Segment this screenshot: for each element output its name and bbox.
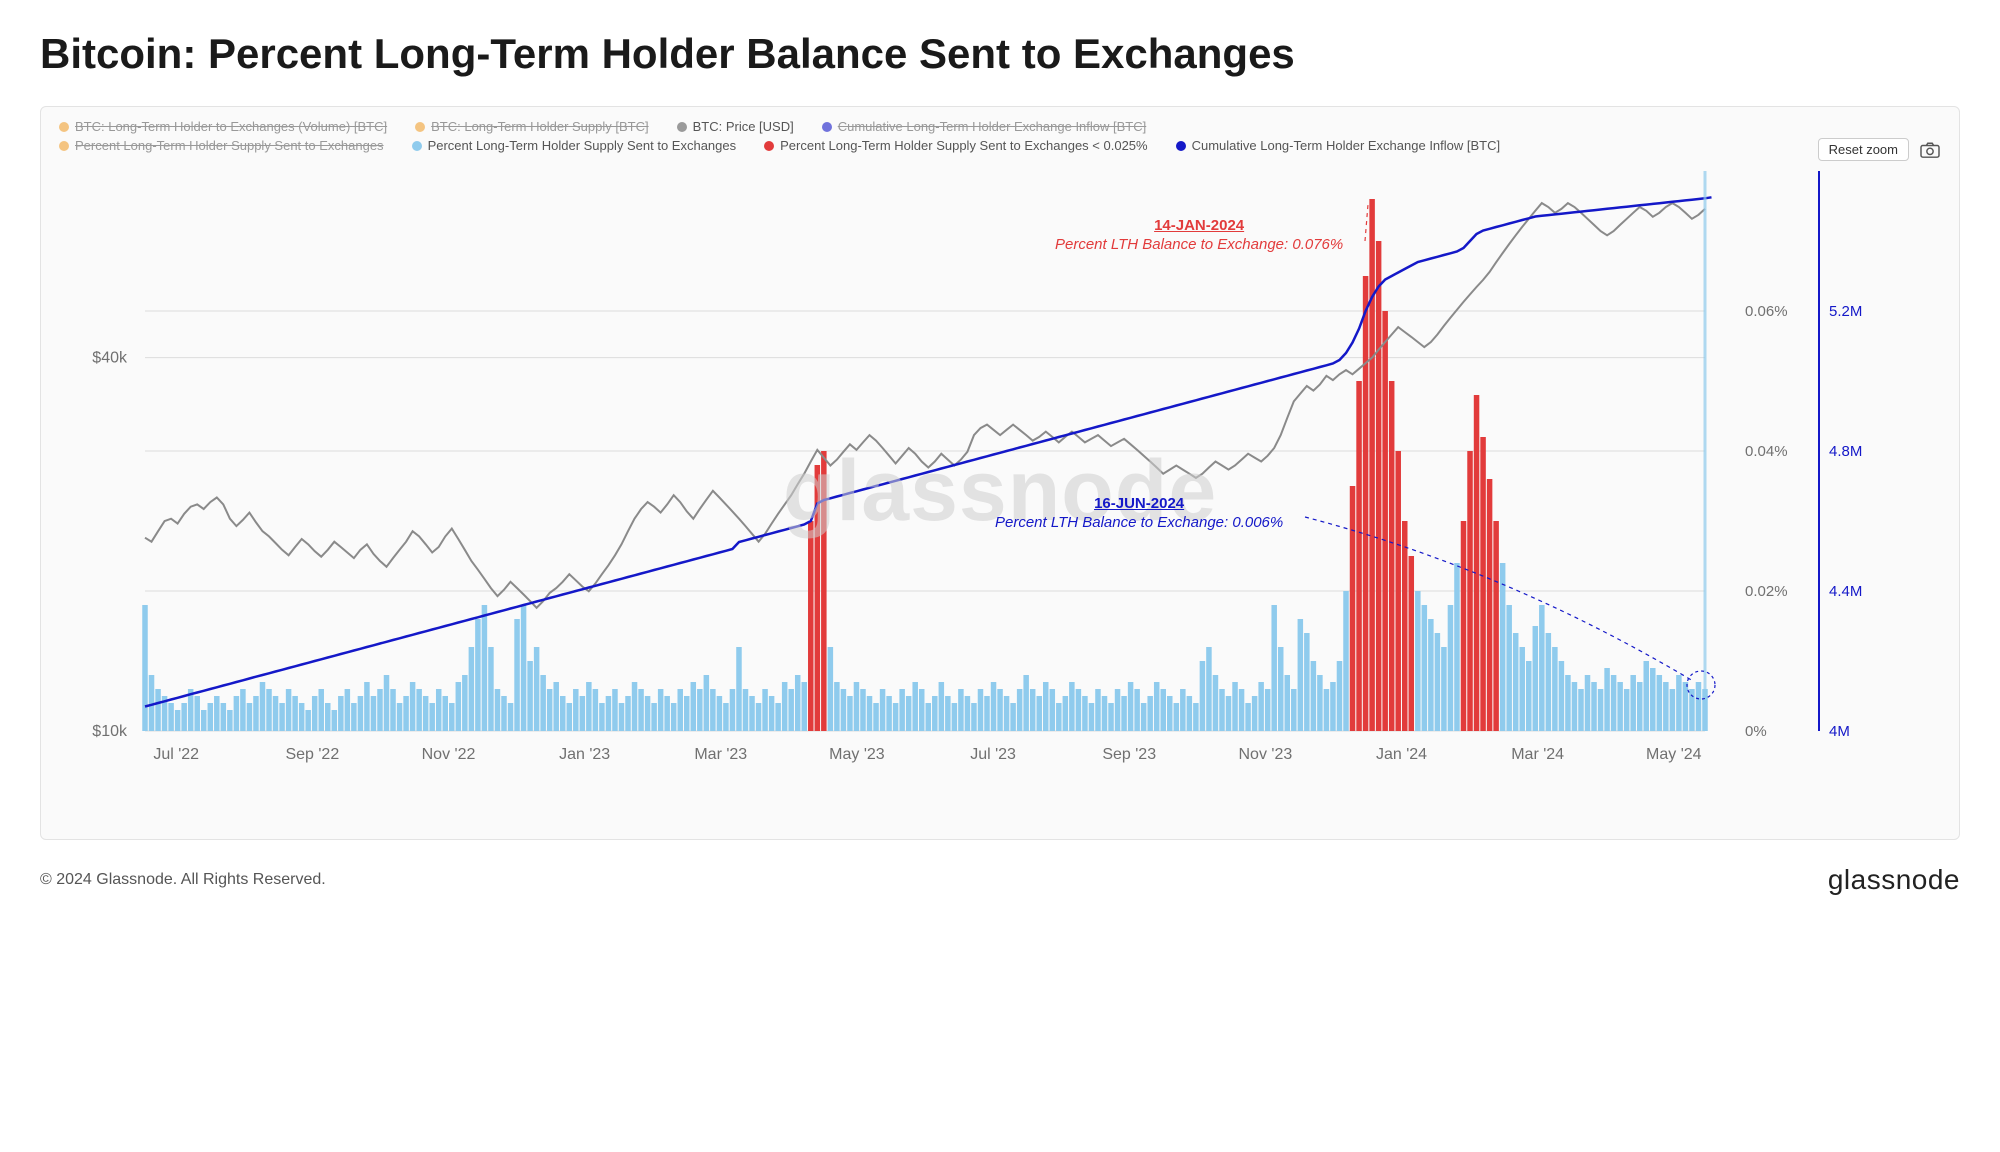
svg-text:Sep '22: Sep '22 [285, 746, 339, 763]
svg-text:Mar '23: Mar '23 [694, 746, 747, 763]
legend-label: Percent Long-Term Holder Supply Sent to … [780, 138, 1147, 153]
svg-text:Mar '24: Mar '24 [1511, 746, 1564, 763]
legend-swatch [1176, 141, 1186, 151]
legend-item[interactable]: BTC: Price [USD] [677, 119, 794, 134]
svg-text:Sep '23: Sep '23 [1102, 746, 1156, 763]
svg-text:May '24: May '24 [1646, 746, 1702, 763]
legend-item[interactable]: Percent Long-Term Holder Supply Sent to … [59, 138, 384, 153]
chart-svg[interactable]: $10k $40k 0% 0.02% 0.04% 0.06% 4M 4.4M 4.8M 5.2M J… [55, 161, 1915, 821]
copyright-text: © 2024 Glassnode. All Rights Reserved. [40, 871, 326, 889]
legend-label: BTC: Long-Term Holder Supply [BTC] [431, 119, 648, 134]
legend-item[interactable]: Percent Long-Term Holder Supply Sent to … [412, 138, 737, 153]
legend-swatch [412, 141, 422, 151]
svg-text:Nov '22: Nov '22 [422, 746, 476, 763]
plot-area: $10k $40k 0% 0.02% 0.04% 0.06% 4M 4.4M 4.8M 5.2M J… [55, 161, 1945, 821]
svg-text:4.4M: 4.4M [1829, 583, 1862, 600]
legend-label: Cumulative Long-Term Holder Exchange Inf… [1192, 138, 1501, 153]
svg-text:5.2M: 5.2M [1829, 303, 1862, 320]
svg-text:0.06%: 0.06% [1745, 303, 1788, 320]
svg-text:Jul '22: Jul '22 [153, 746, 199, 763]
legend-label: BTC: Price [USD] [693, 119, 794, 134]
chart-card: BTC: Long-Term Holder to Exchanges (Volu… [40, 106, 1960, 840]
svg-text:$40k: $40k [92, 350, 128, 367]
legend-swatch [59, 122, 69, 132]
page-footer: © 2024 Glassnode. All Rights Reserved. g… [40, 864, 1960, 896]
svg-text:0%: 0% [1745, 723, 1767, 740]
chart-title: Bitcoin: Percent Long-Term Holder Balanc… [40, 30, 1960, 78]
screenshot-icon[interactable] [1919, 141, 1941, 159]
svg-text:0.02%: 0.02% [1745, 583, 1788, 600]
svg-text:Jan '24: Jan '24 [1376, 746, 1427, 763]
svg-text:Nov '23: Nov '23 [1238, 746, 1292, 763]
legend-item[interactable]: Percent Long-Term Holder Supply Sent to … [764, 138, 1147, 153]
legend-item[interactable]: BTC: Long-Term Holder Supply [BTC] [415, 119, 648, 134]
legend-item[interactable]: BTC: Long-Term Holder to Exchanges (Volu… [59, 119, 387, 134]
svg-text:May '23: May '23 [829, 746, 885, 763]
legend-label: BTC: Long-Term Holder to Exchanges (Volu… [75, 119, 387, 134]
legend-item[interactable]: Cumulative Long-Term Holder Exchange Inf… [1176, 138, 1501, 153]
svg-text:Jul '23: Jul '23 [970, 746, 1016, 763]
chart-toolbar: Reset zoom [1818, 138, 1941, 161]
legend-item[interactable]: Cumulative Long-Term Holder Exchange Inf… [822, 119, 1147, 134]
reset-zoom-button[interactable]: Reset zoom [1818, 138, 1909, 161]
legend-swatch [415, 122, 425, 132]
brand-logo: glassnode [1828, 864, 1960, 896]
legend-row-1: BTC: Long-Term Holder to Exchanges (Volu… [55, 117, 1945, 136]
legend-label: Percent Long-Term Holder Supply Sent to … [75, 138, 384, 153]
legend-swatch [677, 122, 687, 132]
legend-swatch [59, 141, 69, 151]
svg-text:4M: 4M [1829, 723, 1850, 740]
legend-swatch [764, 141, 774, 151]
svg-text:$10k: $10k [92, 723, 128, 740]
legend-swatch [822, 122, 832, 132]
svg-text:4.8M: 4.8M [1829, 443, 1862, 460]
legend-row-2: Reset zoom Percent Long-Term Holder Supp… [55, 136, 1945, 155]
legend-label: Percent Long-Term Holder Supply Sent to … [428, 138, 737, 153]
legend-label: Cumulative Long-Term Holder Exchange Inf… [838, 119, 1147, 134]
svg-text:Jan '23: Jan '23 [559, 746, 610, 763]
svg-text:0.04%: 0.04% [1745, 443, 1788, 460]
